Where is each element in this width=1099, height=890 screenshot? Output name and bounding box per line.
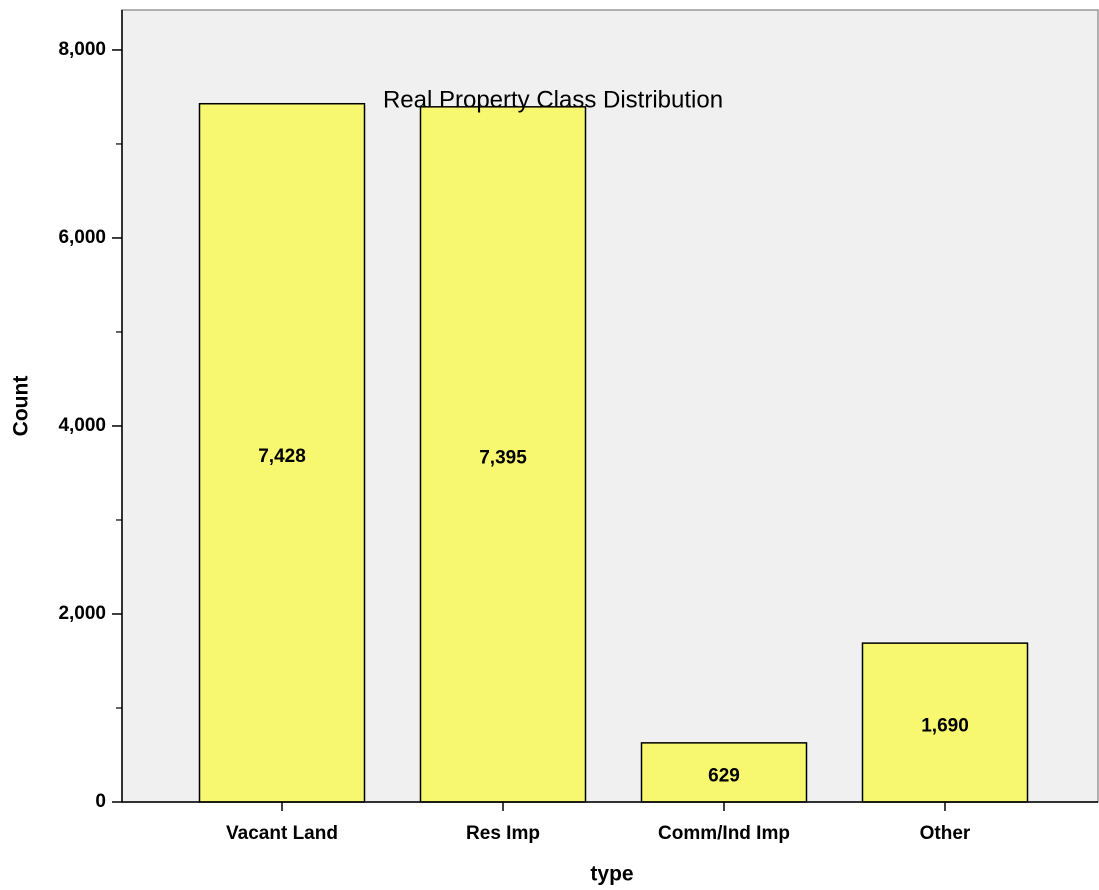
x-axis-title: type bbox=[590, 863, 633, 886]
y-tick-label: 8,000 bbox=[58, 39, 106, 60]
bar bbox=[198, 102, 366, 803]
y-tick-label: 0 bbox=[95, 791, 106, 812]
bar bbox=[640, 742, 808, 803]
y-tick-label: 4,000 bbox=[58, 415, 106, 436]
value-label: 629 bbox=[708, 765, 740, 786]
x-tick-label: Res Imp bbox=[466, 823, 540, 844]
chart-title: Real Property Class Distribution bbox=[383, 86, 723, 113]
value-label: 7,395 bbox=[479, 447, 527, 468]
y-tick-label: 2,000 bbox=[58, 603, 106, 624]
x-tick-label: Vacant Land bbox=[226, 823, 338, 844]
value-label: 1,690 bbox=[921, 716, 969, 737]
x-tick-label: Comm/Ind Imp bbox=[658, 823, 790, 844]
value-label: 7,428 bbox=[258, 446, 306, 467]
y-tick-label: 6,000 bbox=[58, 227, 106, 248]
y-axis-title: Count bbox=[10, 376, 33, 437]
x-tick-label: Other bbox=[920, 823, 971, 844]
